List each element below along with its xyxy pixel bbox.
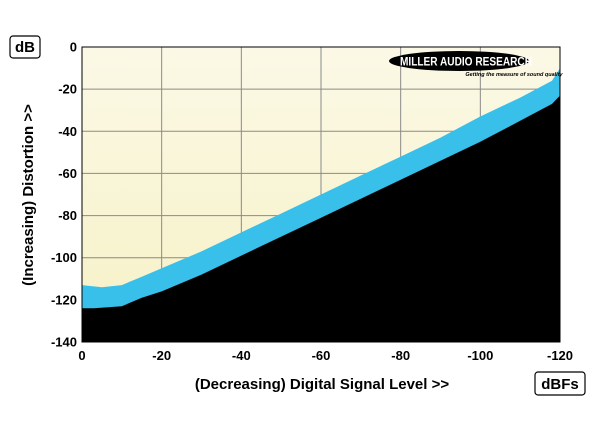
x-unit-label: dBFs	[541, 376, 579, 393]
x-tick-label: -120	[547, 348, 573, 363]
y-unit-label: dB	[15, 39, 35, 56]
y-tick-labels: 0 -20 -40 -60 -80 -100 -120 -140	[51, 40, 77, 350]
logo-main-text: MILLER AUDIO RESEARCH	[400, 55, 532, 69]
miller-audio-research-logo: MILLER AUDIO RESEARCH Getting the measur…	[389, 51, 564, 78]
x-tick-label: -60	[312, 348, 331, 363]
x-tick-label: -80	[391, 348, 410, 363]
y-tick-label: -120	[51, 292, 77, 307]
y-tick-label: -100	[51, 250, 77, 265]
plot-frame	[81, 46, 561, 343]
y-tick-label: -80	[58, 208, 77, 223]
x-tick-label: -20	[152, 348, 171, 363]
y-tick-label: 0	[70, 40, 77, 55]
x-tick-labels: 0 -20 -40 -60 -80 -100 -120	[78, 348, 573, 363]
y-unit-box: dB	[9, 35, 41, 59]
y-tick-label: -60	[58, 166, 77, 181]
y-tick-label: -140	[51, 335, 77, 350]
x-axis-title: (Decreasing) Digital Signal Level >>	[195, 376, 449, 393]
x-tick-label: -40	[232, 348, 251, 363]
y-tick-label: -20	[58, 82, 77, 97]
x-tick-label: 0	[78, 348, 85, 363]
y-axis-title: (Increasing) Distortion >>	[20, 104, 37, 286]
x-tick-label: -100	[467, 348, 493, 363]
logo-tagline: Getting the measure of sound quality	[465, 72, 563, 78]
noise-floor-area	[82, 95, 560, 342]
x-unit-box: dBFs	[534, 371, 586, 396]
y-tick-label: -40	[58, 124, 77, 139]
